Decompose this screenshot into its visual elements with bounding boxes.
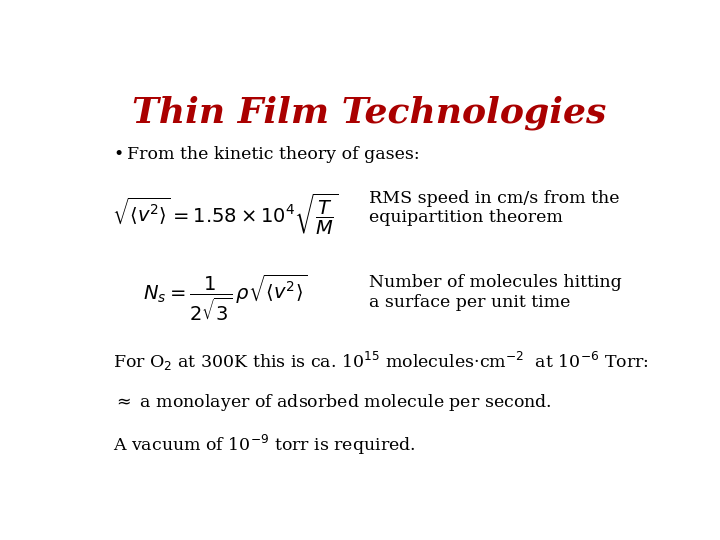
Text: RMS speed in cm/s from the
equipartition theorem: RMS speed in cm/s from the equipartition… — [369, 190, 619, 226]
Text: $N_s = \dfrac{1}{2\sqrt{3}}\, \rho \sqrt{\langle v^2 \rangle}$: $N_s = \dfrac{1}{2\sqrt{3}}\, \rho \sqrt… — [143, 273, 307, 323]
Text: $\sqrt{\langle v^2 \rangle} = 1.58 \times 10^4 \sqrt{\dfrac{T}{M}}$: $\sqrt{\langle v^2 \rangle} = 1.58 \time… — [112, 192, 339, 237]
Text: $\approx$ a monolayer of adsorbed molecule per second.: $\approx$ a monolayer of adsorbed molecu… — [113, 392, 552, 413]
Text: Thin Film Technologies: Thin Film Technologies — [132, 96, 606, 130]
Text: For O$_2$ at 300K this is ca. 10$^{15}$ molecules·cm$^{-2}$  at 10$^{-6}$ Torr:: For O$_2$ at 300K this is ca. 10$^{15}$ … — [113, 350, 649, 373]
Text: Number of molecules hitting
a surface per unit time: Number of molecules hitting a surface pe… — [369, 274, 622, 311]
Text: A vacuum of 10$^{-9}$ torr is required.: A vacuum of 10$^{-9}$ torr is required. — [113, 433, 416, 457]
Text: •: • — [113, 146, 124, 163]
Text: From the kinetic theory of gases:: From the kinetic theory of gases: — [127, 146, 420, 163]
